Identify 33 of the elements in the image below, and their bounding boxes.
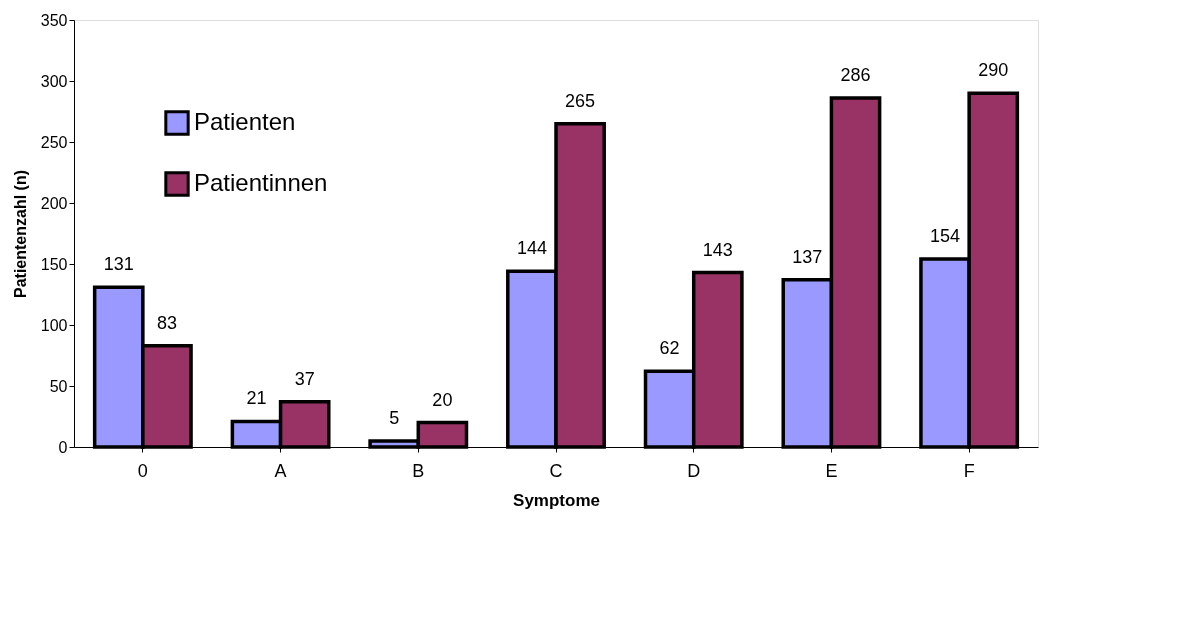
y-tick-label: 50 [49,377,68,395]
x-tick-label: C [549,460,563,481]
data-label: 5 [389,407,400,428]
x-tick-label: B [412,460,425,481]
x-tick-label: A [274,460,287,481]
data-label: 265 [565,90,596,111]
x-axis-title: Symptome [513,490,600,510]
y-tick-label: 300 [40,72,68,90]
y-axis-title: Patientenzahl (n) [11,169,29,299]
legend-label: Patientinnen [194,169,328,196]
data-label: 62 [659,338,680,359]
data-label: 286 [840,65,871,86]
data-label: 37 [294,368,315,389]
y-tick-label: 100 [40,316,68,334]
data-label: 131 [103,254,134,275]
data-label: 21 [246,388,267,409]
data-label: 290 [978,60,1009,81]
data-label: 137 [792,246,823,267]
legend-label: Patienten [194,108,296,135]
x-tick-label: E [825,460,838,481]
data-label: 143 [702,239,733,260]
data-label: 144 [516,238,547,259]
x-tick-label: F [963,460,975,481]
y-tick-label: 0 [58,438,68,456]
y-tick-label: 200 [40,194,68,212]
data-label: 154 [930,226,961,247]
data-label: 20 [432,389,453,410]
y-tick-label: 150 [40,255,68,273]
y-tick-label: 250 [40,133,68,151]
y-tick-label: 350 [40,11,68,29]
x-tick-label: 0 [137,460,148,481]
data-label: 83 [156,312,177,333]
x-tick-label: D [687,460,701,481]
